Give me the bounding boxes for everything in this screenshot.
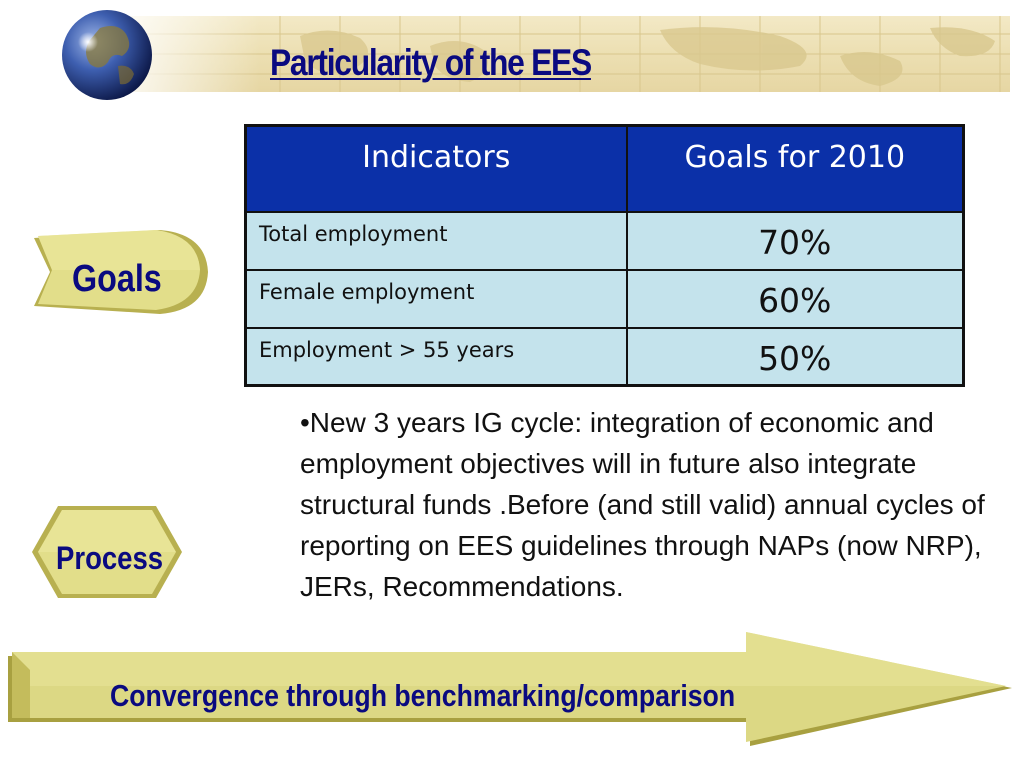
process-badge-shape (32, 506, 182, 598)
indicator-cell: Total employment (244, 210, 628, 271)
map-texture (100, 16, 1010, 92)
table-header-row: Indicators Goals for 2010 (244, 124, 965, 213)
indicator-cell: Employment > 55 years (244, 326, 628, 387)
column-header-indicators: Indicators (244, 124, 628, 213)
goals-badge-shape (34, 230, 208, 314)
table-row: Female employment 60% (244, 268, 965, 329)
column-header-goals: Goals for 2010 (625, 124, 965, 213)
goals-label: Goals (72, 258, 162, 300)
process-label: Process (56, 540, 164, 576)
goal-cell: 60% (625, 268, 965, 329)
process-description: •New 3 years IG cycle: integration of ec… (300, 407, 985, 602)
goals-table: Indicators Goals for 2010 Total employme… (244, 124, 965, 387)
convergence-label: Convergence through benchmarking/compari… (110, 678, 736, 713)
slide-title: Particularity of the EES (270, 42, 592, 83)
header-banner (100, 16, 1010, 92)
goal-cell: 70% (625, 210, 965, 271)
table-row: Employment > 55 years 50% (244, 326, 965, 387)
indicator-cell: Female employment (244, 268, 628, 329)
goal-cell: 50% (625, 326, 965, 387)
globe-icon (62, 10, 152, 100)
convergence-arrow (8, 632, 1012, 746)
table-row: Total employment 70% (244, 210, 965, 271)
